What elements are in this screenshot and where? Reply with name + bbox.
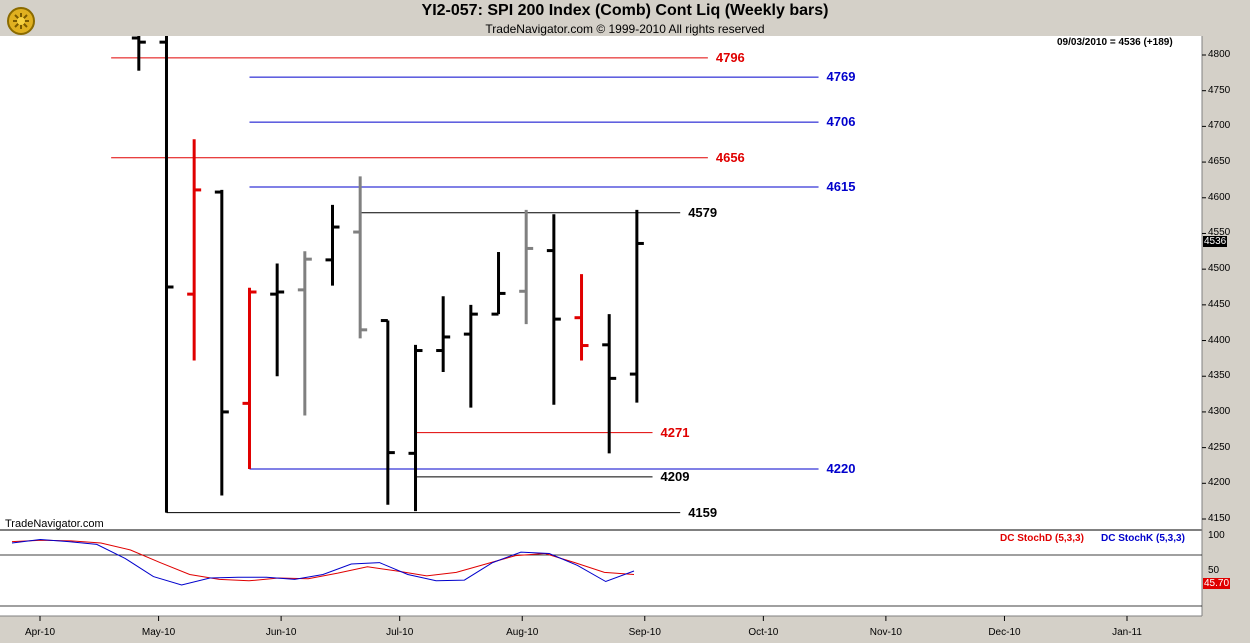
level-label-4615: 4615 [826,179,856,195]
ytick-label: 4500 [1208,263,1231,275]
legend-stochd: DC StochD (5,3,3) [1000,533,1084,544]
ohlc-bar-18 [629,209,644,403]
xtick-label: Jan-11 [1112,627,1142,638]
ohlc-bar-3 [214,189,229,496]
level-label-4706: 4706 [826,114,856,130]
ytick-label: 4750 [1208,84,1231,96]
level-label-4656: 4656 [715,149,745,165]
chart-title: YI2-057: SPI 200 Index (Comb) Cont Liq (… [421,2,829,19]
level-label-4796: 4796 [715,49,745,65]
level-label-4220: 4220 [826,461,856,477]
price-plot-area [0,36,1202,530]
stoch-series-red [11,539,635,582]
ytick-label: 4450 [1208,298,1231,310]
watermark: TradeNavigator.com [5,518,104,530]
ytick-label: 4250 [1208,441,1231,453]
ohlc-bar-2 [187,139,202,361]
ohlc-bar-7 [325,204,340,286]
stoch-ytick-label: 50 [1208,565,1220,576]
stoch-ytick-label: 100 [1208,530,1225,541]
xtick-label: Nov-10 [869,627,902,638]
xtick-label: Jul-10 [386,627,414,638]
ytick-label: 4350 [1208,370,1231,382]
stoch-series-blue [11,538,635,586]
xtick-label: Dec-10 [988,627,1021,638]
stoch-plot-area [0,530,1202,616]
ohlc-bar-15 [546,214,561,405]
chart-subtitle: TradeNavigator.com © 1999-2010 All right… [485,22,765,36]
level-label-4159: 4159 [688,504,718,520]
xtick-label: Aug-10 [506,627,539,638]
ohlc-bar-9 [380,319,395,505]
stoch-last-tag: 45.70 [1203,578,1231,589]
xtick-label: Oct-10 [748,627,779,638]
ytick-label: 4400 [1208,334,1231,346]
ohlc-bar-0 [131,36,146,71]
ytick-label: 4550 [1208,227,1231,239]
price-readout: 09/03/2010 = 4536 (+189) [1057,37,1173,48]
last-price-tag: 4536 [1203,236,1228,247]
legend-stochk: DC StochK (5,3,3) [1101,533,1185,544]
ohlc-bar-6 [297,251,312,416]
xtick-label: Apr-10 [24,627,55,638]
xtick-label: Sep-10 [628,627,661,638]
ytick-label: 4600 [1208,191,1231,203]
level-label-4271: 4271 [660,424,690,440]
ytick-label: 4150 [1208,513,1231,524]
ohlc-bar-11 [436,296,451,372]
ohlc-bar-12 [463,304,478,408]
ohlc-bar-5 [270,263,285,377]
ohlc-bar-16 [574,274,589,361]
level-label-4209: 4209 [660,468,690,484]
level-label-4579: 4579 [688,204,718,220]
xtick-label: Jun-10 [265,627,297,638]
trade-navigator-logo-icon [4,4,38,43]
ohlc-bar-1 [159,36,174,513]
ytick-label: 4300 [1208,405,1231,417]
ohlc-bar-4 [242,287,257,470]
ytick-label: 4650 [1208,156,1231,168]
ytick-label: 4200 [1208,477,1231,489]
ohlc-bar-14 [519,209,534,325]
xtick-label: May-10 [141,627,176,638]
level-label-4769: 4769 [826,69,856,85]
ohlc-bar-10 [408,344,423,512]
ytick-label: 4800 [1208,49,1231,60]
ohlc-bar-13 [491,252,506,316]
ohlc-bar-17 [602,314,617,454]
ytick-label: 4700 [1208,120,1231,132]
ohlc-bar-8 [353,176,368,339]
